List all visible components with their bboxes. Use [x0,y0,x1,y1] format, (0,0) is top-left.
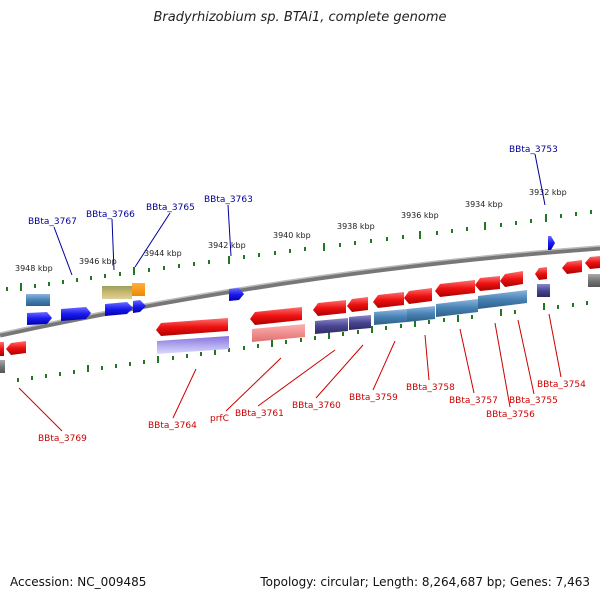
gene-label[interactable]: BBta_3758 [406,383,455,393]
gene-feature[interactable] [27,312,52,325]
scale-label: 3940 kbp [273,231,311,240]
gene-feature[interactable] [588,274,600,287]
gene-label[interactable]: BBta_3757 [449,396,498,406]
gene-feature[interactable] [535,267,547,280]
gene-label[interactable]: BBta_3761 [235,409,284,419]
gene-feature[interactable] [562,260,582,274]
scale-label: 3942 kbp [208,241,246,250]
scale-label: 3944 kbp [144,249,182,258]
gene-label[interactable]: BBta_3764 [148,421,197,431]
genome-stats-text: Topology: circular; Length: 8,264,687 bp… [260,575,590,589]
gene-feature[interactable] [229,288,244,301]
gene-label[interactable]: BBta_3754 [537,380,586,390]
page-title: Bradyrhizobium sp. BTAi1, complete genom… [153,10,447,25]
gene-label[interactable]: BBta_3769 [38,434,87,444]
gene-feature[interactable] [61,307,91,321]
gene-feature[interactable] [500,271,523,287]
gene-feature[interactable] [157,336,229,354]
gene-feature[interactable] [435,280,475,297]
gene-feature[interactable] [347,297,368,312]
scale-label: 3934 kbp [465,200,503,209]
scale-label: 3946 kbp [79,257,117,266]
gene-feature[interactable] [436,299,478,317]
scale-label: 3936 kbp [401,211,439,220]
gene-feature[interactable] [105,302,133,316]
gene-label[interactable]: BBta_3753 [509,145,558,155]
gene-feature[interactable] [407,306,435,322]
gene-label[interactable]: BBta_3755 [509,396,558,406]
gene-label[interactable]: BBta_3767 [28,217,77,227]
outer-tick-track [6,210,592,291]
top-leader-lines [53,153,546,276]
gene-feature[interactable] [313,300,346,316]
gene-feature[interactable] [475,276,500,291]
gene-feature[interactable] [404,288,432,304]
gene-label[interactable]: prfC [210,414,229,424]
gene-feature[interactable] [6,341,26,355]
bottom-gene-labels: BBta_3769 BBta_3764 prfC BBta_3761 BBta_… [38,380,586,444]
scale-label: 3932 kbp [529,188,567,197]
gene-feature[interactable] [0,342,4,356]
scale-label: 3938 kbp [337,222,375,231]
gene-label[interactable]: BBta_3759 [349,393,398,403]
bottom-leader-lines [18,313,562,432]
gene-feature[interactable] [132,283,145,296]
top-gene-labels: BBta_3767 BBta_3766 BBta_3765 BBta_3763 … [28,145,558,227]
gene-feature[interactable] [250,307,302,325]
gene-feature[interactable] [252,324,305,342]
scale-label: 3948 kbp [15,264,53,273]
gene-feature[interactable] [133,300,146,313]
reverse-genes [0,256,600,373]
gene-label[interactable]: BBta_3760 [292,401,341,411]
gene-label[interactable]: BBta_3766 [86,210,135,220]
gene-feature[interactable] [548,236,555,250]
inner-tick-track [17,301,588,382]
gene-feature[interactable] [26,294,50,306]
forward-genes [26,236,555,325]
accession-text: Accession: NC_009485 [10,575,147,589]
gene-feature[interactable] [585,256,600,269]
gene-label[interactable]: BBta_3765 [146,203,195,213]
gene-feature[interactable] [373,292,404,308]
scale-labels: 3948 kbp 3946 kbp 3944 kbp 3942 kbp 3940… [15,188,567,273]
gene-feature[interactable] [156,318,228,336]
gene-feature[interactable] [349,315,371,330]
gene-feature[interactable] [478,290,527,309]
gene-feature[interactable] [315,318,348,334]
gene-label[interactable]: BBta_3756 [486,410,535,420]
gene-feature[interactable] [102,286,132,299]
gene-label[interactable]: BBta_3763 [204,195,253,205]
gene-feature[interactable] [374,309,407,325]
gene-feature[interactable] [0,360,5,373]
gene-feature[interactable] [537,284,550,297]
